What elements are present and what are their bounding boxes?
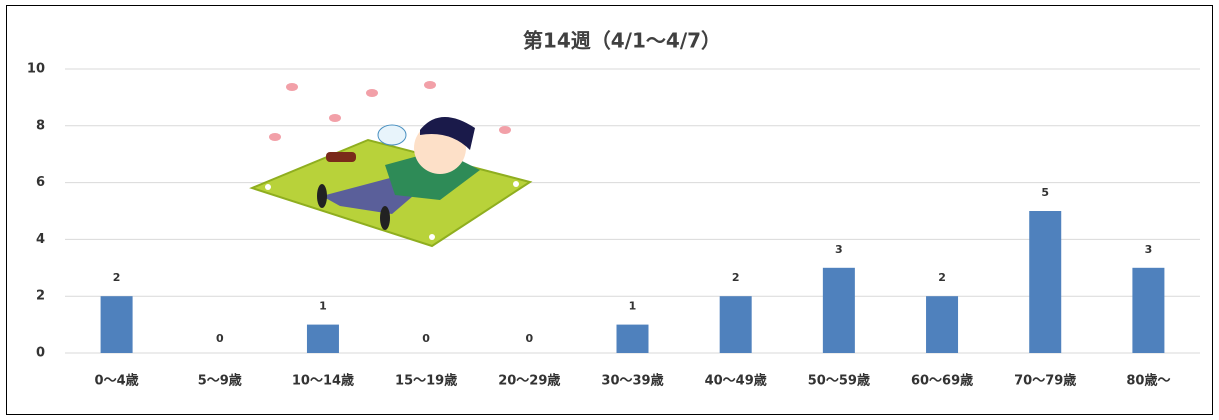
bar — [926, 296, 958, 353]
x-tick-label: 70～79歳 — [1014, 373, 1076, 389]
value-label: 3 — [1145, 243, 1153, 256]
bar — [101, 296, 133, 353]
y-tick-label: 8 — [36, 118, 45, 133]
mat-grommet — [429, 234, 435, 240]
bar — [823, 268, 855, 353]
value-label: 0 — [422, 332, 430, 345]
x-tick-label: 20～29歳 — [498, 373, 560, 389]
x-tick-label: 80歳～ — [1126, 373, 1170, 389]
bar — [1132, 268, 1164, 353]
value-label: 1 — [629, 300, 637, 313]
value-label: 1 — [319, 300, 327, 313]
petal — [329, 114, 341, 122]
petal — [269, 133, 281, 141]
y-tick-label: 4 — [36, 232, 45, 247]
x-tick-label: 10～14歳 — [292, 373, 354, 389]
x-tick-label: 40～49歳 — [705, 373, 767, 389]
bubble — [378, 125, 406, 145]
mat-grommet — [513, 181, 519, 187]
shoes — [326, 152, 356, 162]
petal — [499, 126, 511, 134]
y-tick-label: 10 — [27, 62, 45, 77]
bar — [720, 296, 752, 353]
petal — [424, 81, 436, 89]
x-tick-label: 15～19歳 — [395, 373, 457, 389]
y-tick-label: 2 — [36, 289, 45, 304]
page: {"chart_data": {"type": "bar", "title": … — [0, 0, 1219, 420]
x-tick-label: 30～39歳 — [601, 373, 663, 389]
y-tick-label: 0 — [36, 346, 45, 361]
person-foot — [317, 184, 327, 208]
petal — [286, 83, 298, 91]
value-label: 2 — [938, 271, 946, 284]
x-tick-label: 0～4歳 — [95, 373, 139, 389]
x-tick-label: 60～69歳 — [911, 373, 973, 389]
x-tick-label: 5～9歳 — [198, 373, 242, 389]
chart-title: 第14週（4/1～4/7） — [523, 29, 721, 53]
value-label: 5 — [1041, 186, 1049, 199]
mat-grommet — [265, 184, 271, 190]
y-tick-label: 6 — [36, 175, 45, 190]
value-label: 0 — [525, 332, 533, 345]
bar — [307, 325, 339, 353]
value-label: 2 — [732, 271, 740, 284]
x-tick-label: 50～59歳 — [808, 373, 870, 389]
bar — [617, 325, 649, 353]
bar — [1029, 211, 1061, 353]
chart: 第14週（4/1～4/7） 02468100～4歳25～9歳010～14歳115… — [0, 0, 1219, 420]
person-foot — [380, 206, 390, 230]
value-label: 3 — [835, 243, 843, 256]
value-label: 2 — [113, 271, 121, 284]
petal — [366, 89, 378, 97]
value-label: 0 — [216, 332, 224, 345]
